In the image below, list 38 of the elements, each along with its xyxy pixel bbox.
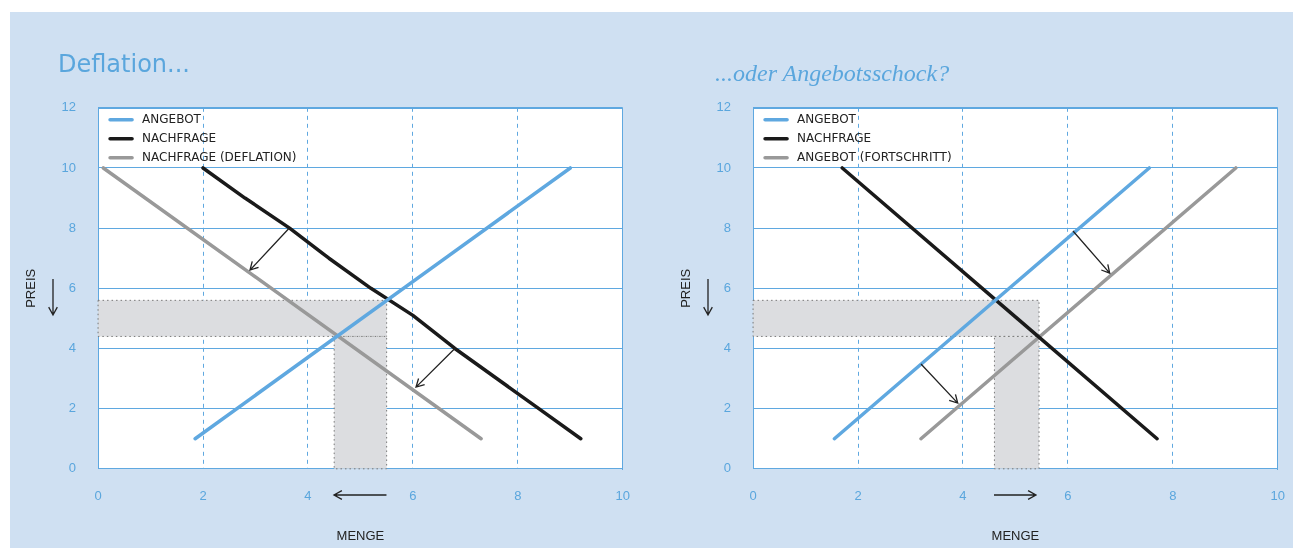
x-tick-label: 4 <box>304 488 312 504</box>
legend-label: ANGEBOT <box>797 111 857 126</box>
y-tick-label: 2 <box>723 400 732 416</box>
y-axis-title: PREIS <box>678 268 694 308</box>
x-tick-label: 10 <box>615 488 630 504</box>
y-tick-label: 8 <box>68 219 77 235</box>
x-tick-label: 6 <box>409 488 417 504</box>
y-tick-label: 12 <box>716 99 732 115</box>
chart-title: ...oder Angebotsschock? <box>715 60 950 87</box>
x-tick-label: 0 <box>749 488 757 504</box>
legend-label: NACHFRAGE <box>142 130 217 145</box>
legend-label: ANGEBOT <box>142 111 202 126</box>
x-tick-label: 8 <box>514 488 522 504</box>
y-tick-label: 0 <box>68 460 77 476</box>
x-axis-title: MENGE <box>991 527 1040 543</box>
y-tick-label: 10 <box>61 159 77 175</box>
x-tick-label: 6 <box>1064 488 1072 504</box>
legend-label: ANGEBOT (FORTSCHRITT) <box>797 149 952 164</box>
y-tick-label: 0 <box>723 460 732 476</box>
y-tick-label: 12 <box>61 99 77 115</box>
x-tick-label: 4 <box>959 488 967 504</box>
y-tick-label: 2 <box>68 400 77 416</box>
y-axis-title: PREIS <box>23 268 39 308</box>
legend-label: NACHFRAGE <box>797 130 872 145</box>
chart-title: Deflation... <box>58 50 190 78</box>
y-tick-label: 6 <box>68 279 77 295</box>
x-axis-title: MENGE <box>336 527 385 543</box>
legend-label: NACHFRAGE (DEFLATION) <box>142 149 297 164</box>
y-tick-label: 4 <box>68 340 77 356</box>
x-tick-label: 2 <box>199 488 207 504</box>
y-tick-label: 4 <box>723 340 732 356</box>
x-tick-label: 10 <box>1270 488 1285 504</box>
y-tick-label: 6 <box>723 279 732 295</box>
x-tick-label: 0 <box>94 488 102 504</box>
y-tick-label: 10 <box>716 159 732 175</box>
x-tick-label: 2 <box>854 488 862 504</box>
y-tick-label: 8 <box>723 219 732 235</box>
x-tick-label: 8 <box>1169 488 1177 504</box>
